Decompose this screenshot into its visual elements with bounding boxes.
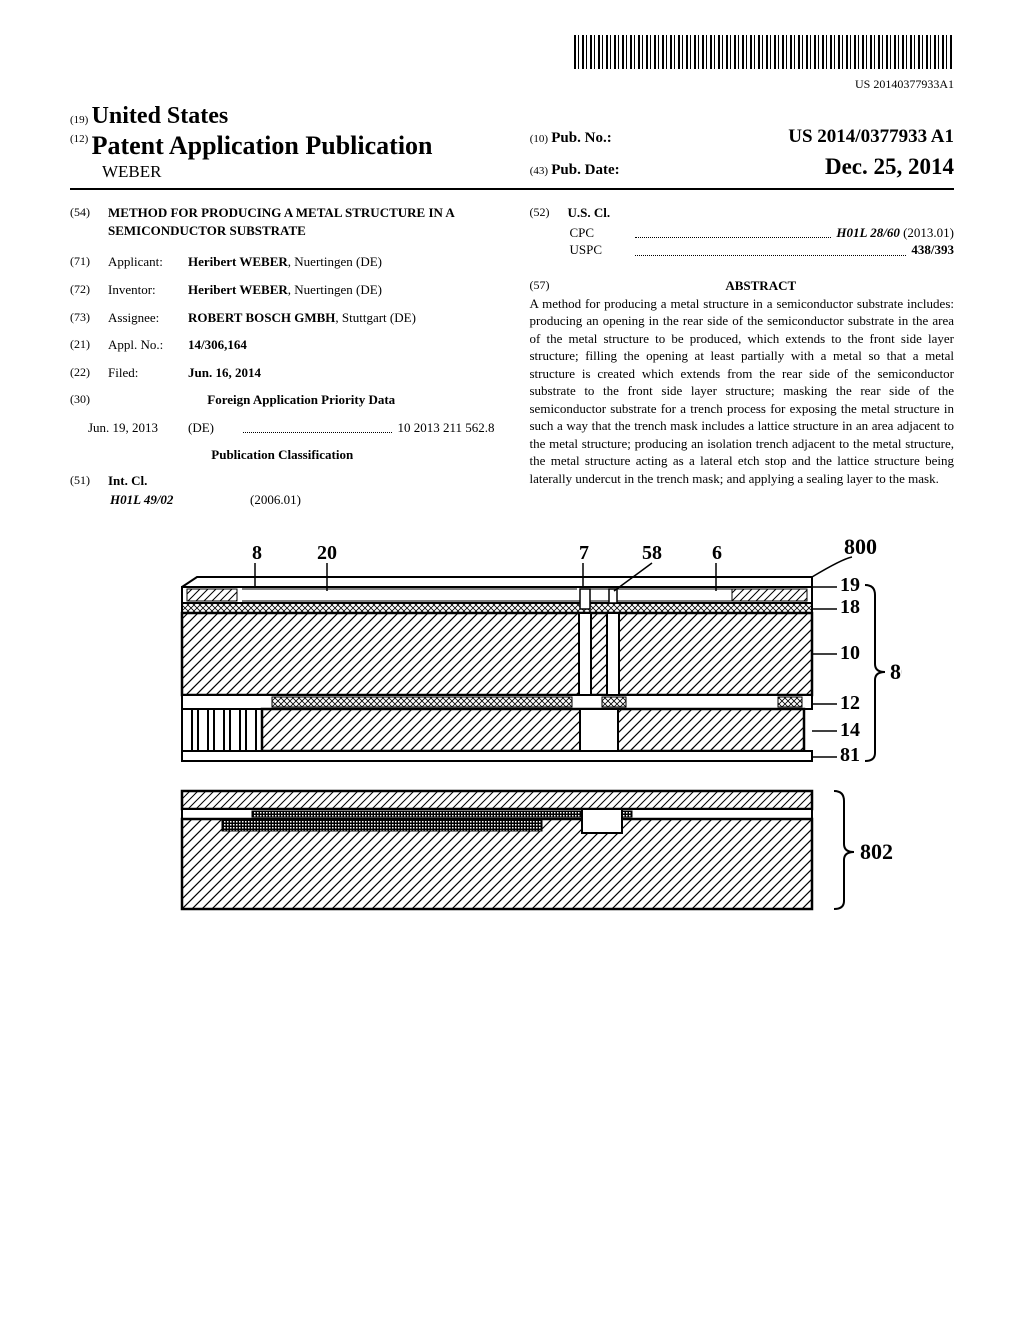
pub-date-label: Pub. Date: — [551, 162, 619, 178]
barcode-image — [574, 35, 954, 69]
int-cl-label: Int. Cl. — [108, 473, 147, 488]
fig-label-802: 802 — [860, 839, 893, 864]
right-column: (52) U.S. Cl. CPC H01L 28/60 (2013.01) U… — [530, 204, 955, 509]
patent-figure: 8 20 7 58 6 800 19 18 10 12 14 81 801 80… — [70, 539, 954, 969]
barcode-area — [70, 35, 954, 74]
fig-label-800: 800 — [844, 539, 877, 559]
document-body: (54) METHOD FOR PRODUCING A METAL STRUCT… — [70, 204, 954, 509]
int-cl-row: (51) Int. Cl. — [70, 472, 495, 490]
fig-label-6: 6 — [712, 542, 722, 564]
uspc-label: USPC — [570, 241, 630, 259]
pub-no-field-num: (10) — [530, 133, 548, 145]
int-cl-year: (2006.01) — [250, 491, 301, 509]
filed-value: Jun. 16, 2014 — [188, 364, 495, 382]
priority-country: (DE) — [188, 419, 238, 437]
header-left: (19) United States (12) Patent Applicati… — [70, 100, 512, 185]
author-name: WEBER — [70, 161, 512, 184]
abstract-num: (57) — [530, 277, 568, 295]
fig-label-20: 20 — [317, 542, 337, 564]
dots-leader — [243, 419, 392, 434]
abstract-text: A method for producing a metal structure… — [530, 295, 955, 488]
pub-type-num: (12) — [70, 133, 88, 145]
int-cl-num: (51) — [70, 472, 108, 490]
left-column: (54) METHOD FOR PRODUCING A METAL STRUCT… — [70, 204, 495, 509]
country-name: United States — [92, 103, 229, 129]
priority-date: Jun. 19, 2013 — [88, 419, 188, 437]
assignee-label: Assignee: — [108, 309, 188, 327]
priority-data-row: Jun. 19, 2013 (DE) 10 2013 211 562.8 — [70, 419, 495, 437]
title-field-num: (54) — [70, 204, 108, 239]
assignee-value: ROBERT BOSCH GMBH, Stuttgart (DE) — [188, 309, 495, 327]
invention-title-block: (54) METHOD FOR PRODUCING A METAL STRUCT… — [70, 204, 495, 239]
pub-no-label: Pub. No.: — [551, 130, 611, 146]
foreign-priority-header-row: (30) Foreign Application Priority Data — [70, 391, 495, 409]
fig-label-18: 18 — [840, 596, 860, 618]
fig-label-7: 7 — [579, 542, 589, 564]
fig-label-10: 10 — [840, 642, 860, 664]
assignee-row: (73) Assignee: ROBERT BOSCH GMBH, Stuttg… — [70, 309, 495, 327]
applicant-value: Heribert WEBER, Nuertingen (DE) — [188, 253, 495, 271]
inventor-value: Heribert WEBER, Nuertingen (DE) — [188, 281, 495, 299]
abstract-header-row: (57) ABSTRACT — [530, 277, 955, 295]
applicant-num: (71) — [70, 253, 108, 271]
cpc-value: H01L 28/60 (2013.01) — [836, 224, 954, 242]
pub-classification-header: Publication Classification — [70, 446, 495, 464]
fig-label-14: 14 — [840, 719, 860, 741]
appl-no-row: (21) Appl. No.: 14/306,164 — [70, 336, 495, 354]
uspc-value: 438/393 — [911, 241, 954, 259]
int-cl-code: H01L 49/02 — [110, 491, 250, 509]
header-right: (10) Pub. No.: US 2014/0377933 A1 (43) P… — [530, 124, 954, 185]
foreign-num: (30) — [70, 391, 108, 409]
uspc-row: USPC 438/393 — [530, 241, 955, 259]
inventor-row: (72) Inventor: Heribert WEBER, Nuertinge… — [70, 281, 495, 299]
priority-number: 10 2013 211 562.8 — [397, 419, 494, 437]
filed-row: (22) Filed: Jun. 16, 2014 — [70, 364, 495, 382]
appl-num: (21) — [70, 336, 108, 354]
figure-svg: 8 20 7 58 6 800 19 18 10 12 14 81 801 80… — [122, 539, 902, 969]
uscl-label: U.S. Cl. — [568, 205, 611, 220]
fig-label-81: 81 — [840, 744, 860, 766]
fig-label-19: 19 — [840, 574, 860, 596]
appl-label: Appl. No.: — [108, 336, 188, 354]
abstract-header: ABSTRACT — [725, 278, 796, 293]
figure-section-802 — [182, 791, 812, 909]
inventor-num: (72) — [70, 281, 108, 299]
dots-leader — [635, 224, 832, 239]
fig-label-58: 58 — [642, 542, 662, 564]
uscl-num: (52) — [530, 204, 568, 222]
pub-type-title: Patent Application Publication — [92, 131, 433, 160]
inventor-label: Inventor: — [108, 281, 188, 299]
filed-label: Filed: — [108, 364, 188, 382]
pub-no-value: US 2014/0377933 A1 — [788, 124, 954, 150]
fig-label-12: 12 — [840, 692, 860, 714]
applicant-row: (71) Applicant: Heribert WEBER, Nuerting… — [70, 253, 495, 271]
cpc-row: CPC H01L 28/60 (2013.01) — [530, 224, 955, 242]
appl-value: 14/306,164 — [188, 336, 495, 354]
dots-leader — [635, 241, 907, 256]
filed-num: (22) — [70, 364, 108, 382]
document-header: (19) United States (12) Patent Applicati… — [70, 100, 954, 191]
pub-date-field-num: (43) — [530, 165, 548, 177]
int-cl-code-row: H01L 49/02 (2006.01) — [70, 491, 495, 509]
pub-date-value: Dec. 25, 2014 — [825, 151, 954, 182]
fig-label-801: 801 — [890, 659, 902, 684]
figure-section-801 — [182, 577, 812, 761]
uscl-header-row: (52) U.S. Cl. — [530, 204, 955, 222]
country-field-num: (19) — [70, 114, 88, 126]
cpc-label: CPC — [570, 224, 630, 242]
applicant-label: Applicant: — [108, 253, 188, 271]
foreign-priority-header: Foreign Application Priority Data — [207, 392, 395, 407]
fig-label-8: 8 — [252, 542, 262, 564]
invention-title: METHOD FOR PRODUCING A METAL STRUCTURE I… — [108, 204, 495, 239]
barcode-number: US 20140377933A1 — [70, 76, 954, 92]
assignee-num: (73) — [70, 309, 108, 327]
